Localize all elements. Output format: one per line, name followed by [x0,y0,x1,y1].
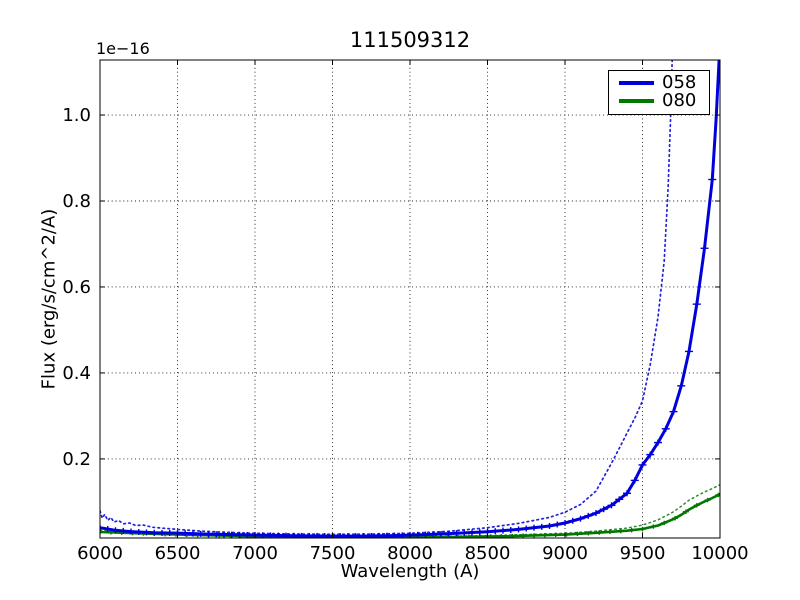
x-tick-label: 9500 [620,543,666,564]
y-axis-offset-label: 1e−16 [96,39,150,58]
x-tick-label: 7000 [232,543,278,564]
legend-entry: 058 [609,74,709,92]
y-tick-label: 0.2 [62,449,91,470]
y-tick-label: 0.8 [62,191,91,212]
legend-line-sample-080 [619,99,654,103]
chart-title: 111509312 [349,28,471,52]
x-tick-label: 9000 [542,543,588,564]
x-tick-label: 8000 [387,543,433,564]
tick-labels: 6000 6500 7000 7500 8000 8500 9000 9500 10000 0.2… [62,105,748,564]
series-058-dotted [100,60,674,536]
y-tick-label: 0.6 [62,277,91,298]
errorbar-caps-058-solid [100,176,717,538]
x-tick-label: 8500 [465,543,511,564]
tick-marks [99,60,721,538]
y-axis-label: Flux (erg/s/cm^2/A) [38,208,60,390]
x-tick-label: 7500 [310,543,356,564]
legend-entry: 080 [609,92,709,110]
legend: 058 080 [608,70,710,115]
y-tick-label: 1.0 [62,105,91,126]
x-axis-label: Wavelength (A) [340,561,480,582]
legend-line-sample-058 [619,81,654,85]
x-tick-label: 6500 [155,543,201,564]
x-tick-label: 6000 [77,543,123,564]
y-tick-label: 0.4 [62,363,91,384]
legend-label: 058 [662,72,697,93]
x-tick-label: 10000 [691,543,748,564]
legend-label: 080 [662,90,697,111]
series-layer [100,60,720,538]
grid-layer [100,60,720,538]
